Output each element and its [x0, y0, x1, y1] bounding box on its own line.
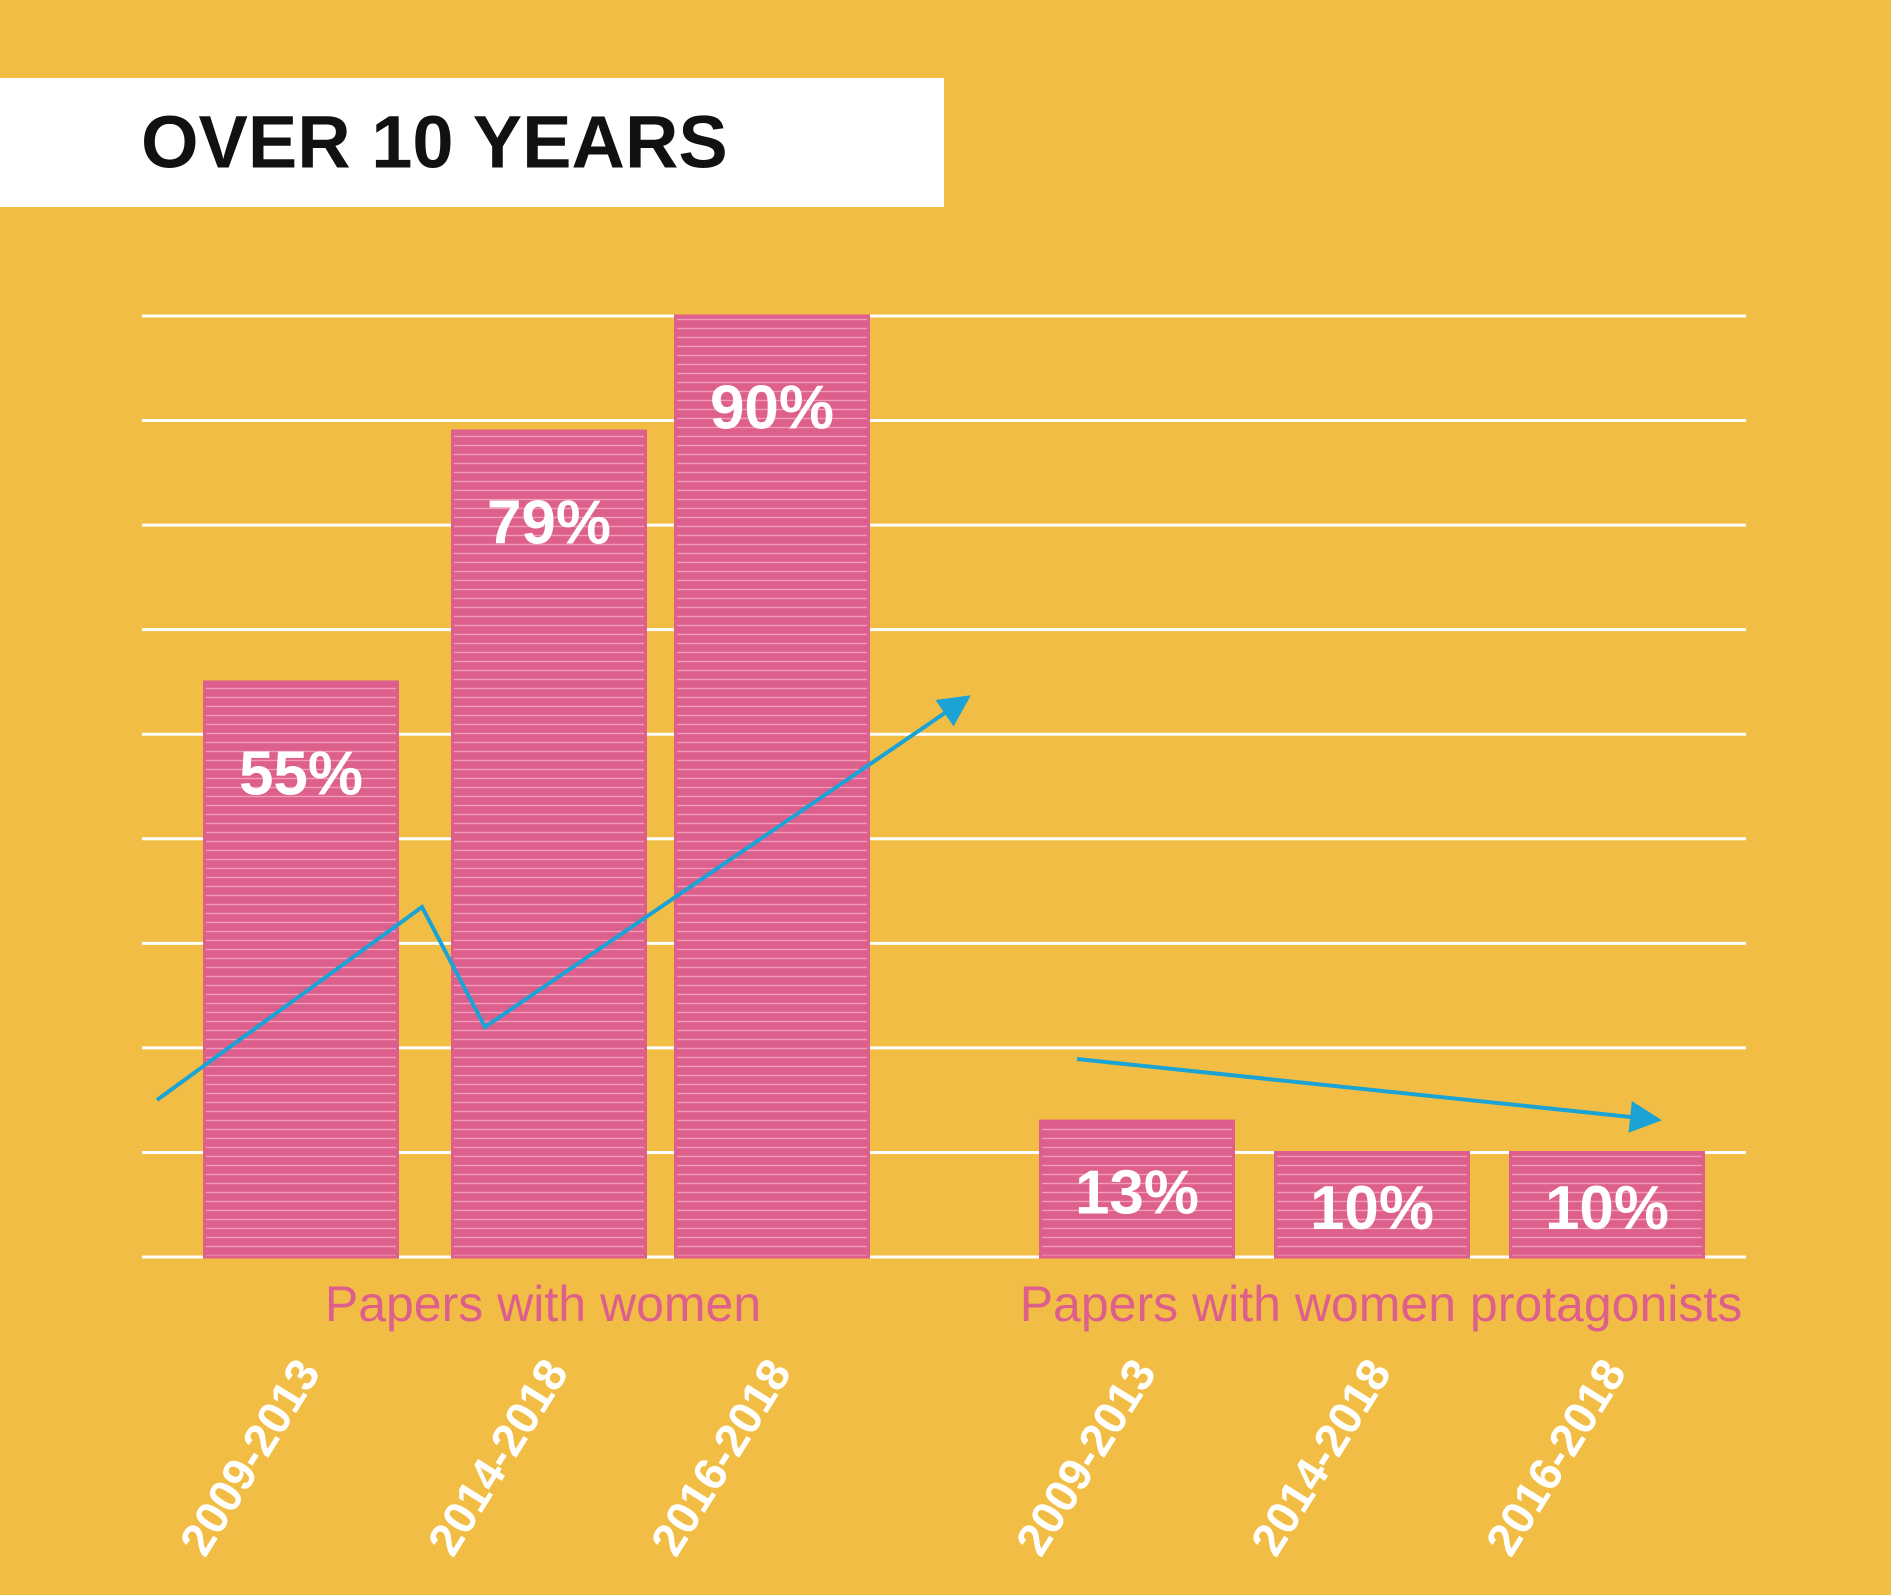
bar	[1039, 1119, 1235, 1259]
x-tick-label: 2009-2013	[169, 1350, 330, 1564]
value-label: 55%	[239, 739, 363, 808]
value-label: 10%	[1545, 1174, 1669, 1243]
bar	[451, 429, 647, 1259]
bar	[1274, 1150, 1470, 1259]
x-tick-label: 2016-2018	[1475, 1350, 1636, 1564]
x-tick-label: 2016-2018	[640, 1350, 801, 1564]
group-label: Papers with women protagonists	[1020, 1276, 1743, 1332]
x-tick-label: 2014-2018	[1240, 1350, 1401, 1564]
labels: Papers with women 55% 2009-2013 79% 2014-201…	[169, 373, 1742, 1564]
title-box	[0, 78, 944, 207]
value-label: 13%	[1075, 1158, 1199, 1227]
bar	[1509, 1150, 1705, 1259]
trend-arrow	[155, 695, 971, 1102]
bars	[203, 314, 1705, 1259]
group-label: Papers with women	[325, 1276, 761, 1332]
grid	[142, 314, 1746, 1259]
value-label: 90%	[710, 373, 834, 442]
value-label: 79%	[487, 488, 611, 557]
trend-arrow	[1076, 1057, 1662, 1133]
x-tick-label: 2009-2013	[1005, 1350, 1166, 1564]
chart-title: OVER 10 YEARS	[141, 101, 728, 184]
x-tick-label: 2014-2018	[417, 1350, 578, 1564]
bar	[203, 680, 399, 1259]
value-label: 10%	[1310, 1174, 1434, 1243]
